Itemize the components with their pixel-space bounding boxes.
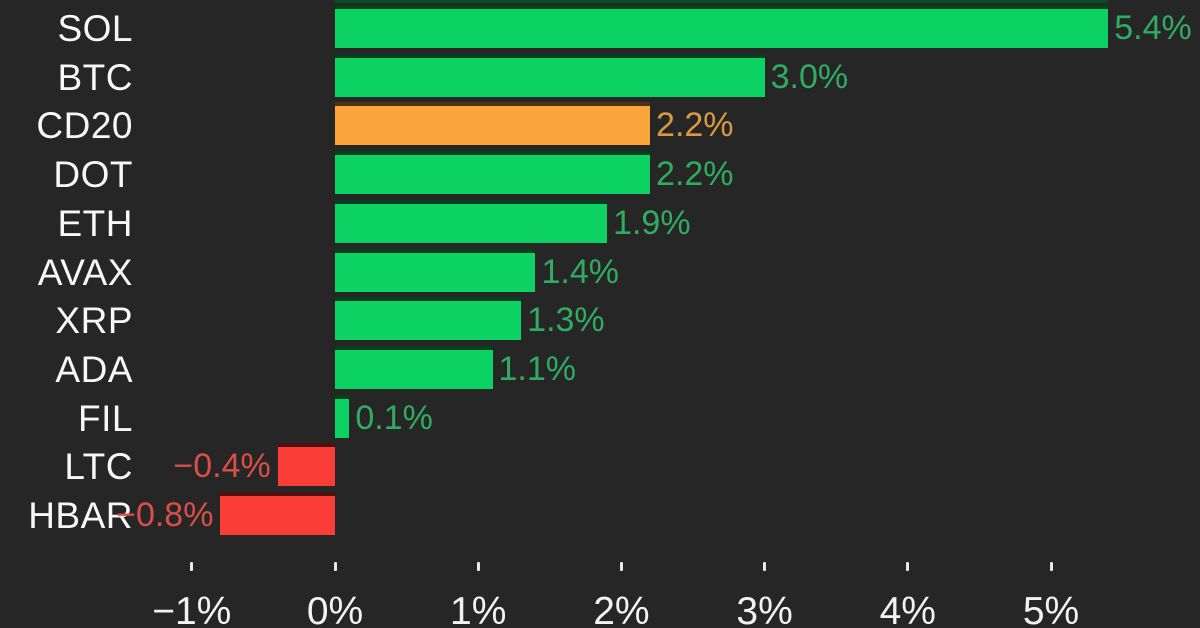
bar: [335, 203, 608, 243]
tick-mark-icon: [476, 562, 480, 571]
category-label: FIL: [78, 397, 133, 439]
category-label: DOT: [53, 154, 133, 196]
value-label: 1.9%: [613, 203, 691, 242]
bar: [335, 57, 765, 97]
bar: [335, 398, 350, 438]
category-label: BTC: [57, 56, 133, 98]
tick-mark-icon: [190, 562, 194, 571]
bar: [335, 301, 522, 341]
tick-mark-icon: [763, 562, 767, 571]
category-label: LTC: [64, 446, 133, 488]
value-label: 1.4%: [541, 252, 619, 291]
category-label: CD20: [36, 105, 133, 147]
category-label: XRP: [55, 300, 133, 342]
bar: [335, 349, 493, 389]
tick-label: 4%: [879, 590, 936, 628]
value-label: 3.0%: [770, 57, 849, 96]
tick-mark-icon: [333, 562, 337, 571]
value-label: −0.4%: [173, 447, 271, 486]
cropped-bar-remnant: [335, 0, 1109, 3]
tick-label: 5%: [1022, 590, 1080, 628]
category-label: ADA: [55, 348, 133, 390]
bar: [335, 252, 536, 292]
tick-label: 2%: [593, 590, 650, 628]
value-label: 1.1%: [498, 349, 577, 388]
value-label: −0.8%: [116, 496, 214, 534]
category-label: AVAX: [37, 251, 133, 293]
category-label: ETH: [57, 202, 133, 244]
tick-mark-icon: [619, 562, 623, 571]
bar: [277, 447, 335, 487]
value-label: 2.2%: [656, 155, 734, 194]
tick-label: 1%: [450, 590, 507, 628]
bar: [335, 9, 1109, 48]
category-label: SOL: [57, 8, 133, 49]
tick-mark-icon: [906, 562, 910, 571]
value-label: 2.2%: [656, 106, 734, 145]
tick-label: 3%: [736, 590, 793, 628]
bar: [220, 496, 335, 535]
tick-label: 0%: [306, 590, 364, 628]
category-label: HBAR: [28, 495, 133, 536]
bar: [335, 155, 651, 195]
tick-label: −1%: [152, 590, 232, 628]
value-label: 0.1%: [355, 398, 433, 437]
value-label: 1.3%: [527, 301, 605, 340]
bar: [335, 106, 651, 146]
value-label: 5.4%: [1114, 9, 1192, 47]
tick-mark-icon: [1049, 562, 1053, 571]
